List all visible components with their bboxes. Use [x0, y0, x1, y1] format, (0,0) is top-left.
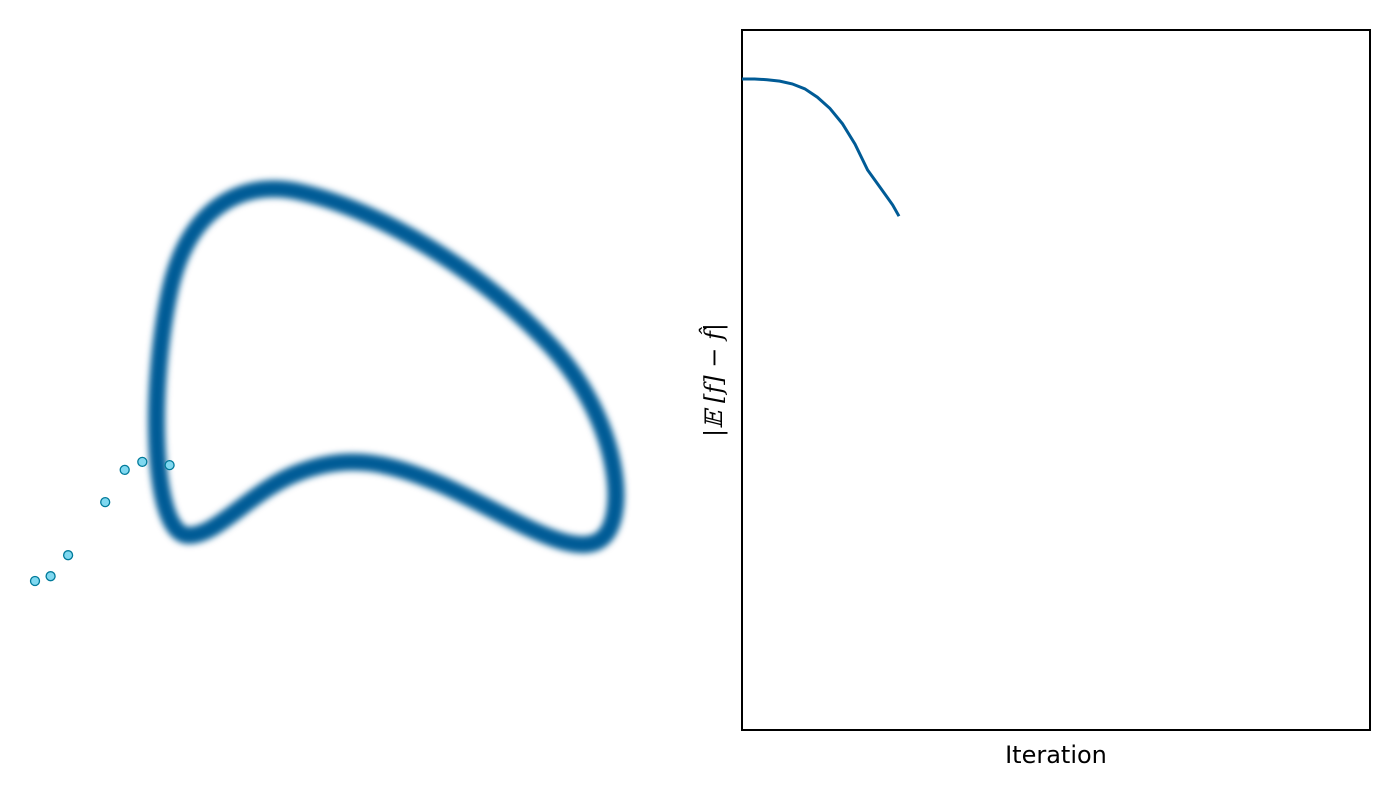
right-panel: Iteration |𝔼 [f] − f̂|: [699, 29, 1371, 769]
sample-point: [137, 456, 148, 468]
sample-point: [164, 459, 175, 471]
sample-points: [29, 456, 175, 587]
sample-point: [29, 575, 41, 587]
density-contour: [148, 180, 625, 554]
plot-frame: [741, 29, 1371, 731]
left-panel: [29, 180, 625, 587]
sample-point: [45, 571, 56, 582]
sample-point: [62, 550, 74, 561]
x-axis-label: Iteration: [1005, 741, 1107, 769]
series-layer: [742, 77, 901, 217]
y-axis-label: |𝔼 [f] − f̂|: [699, 323, 729, 437]
error-curve: [742, 77, 901, 217]
sample-point: [100, 496, 111, 508]
sample-point: [119, 464, 130, 476]
